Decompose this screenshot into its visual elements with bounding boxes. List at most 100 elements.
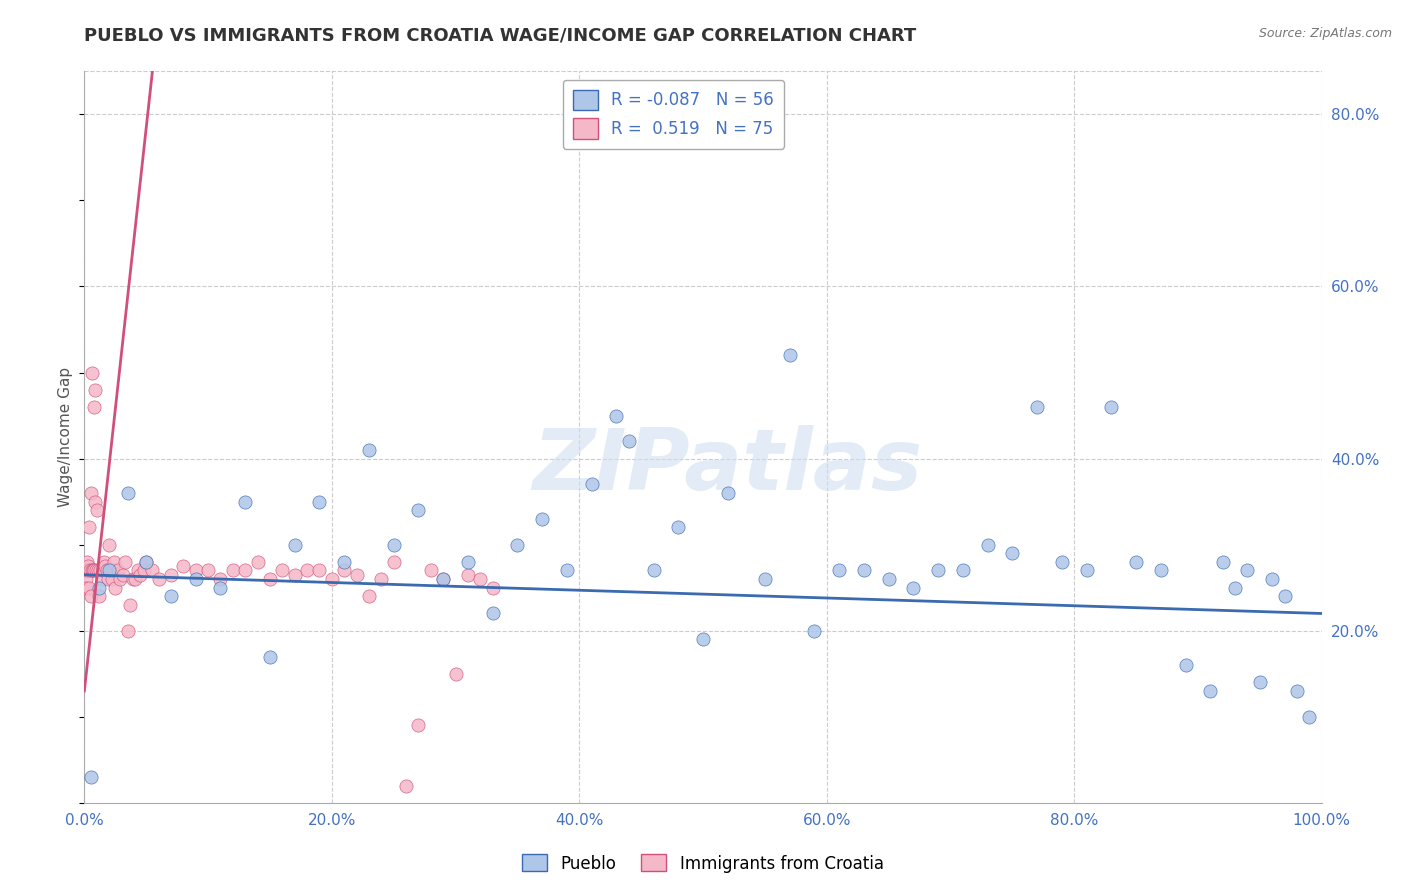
Point [308,564,330,578]
Point [104,581,127,595]
Point [976,538,998,552]
Point [357,589,380,603]
Point [852,564,875,578]
Point [1249,675,1271,690]
Point [209,581,232,595]
Point [160,567,183,582]
Point [93,555,115,569]
Point [209,572,232,586]
Point [117,624,139,638]
Point [1298,710,1320,724]
Point [828,564,851,578]
Point [1261,572,1284,586]
Point [1076,564,1098,578]
Text: PUEBLO VS IMMIGRANTS FROM CROATIA WAGE/INCOME GAP CORRELATION CHART: PUEBLO VS IMMIGRANTS FROM CROATIA WAGE/I… [84,27,917,45]
Point [357,442,380,457]
Point [395,779,418,793]
Point [97,572,120,586]
Point [111,567,134,582]
Point [101,564,124,578]
Point [82,564,104,578]
Point [90,572,112,586]
Point [77,520,100,534]
Point [132,564,155,578]
Point [135,555,157,569]
Point [124,572,146,586]
Point [271,564,294,578]
Legend: R = -0.087   N = 56, R =  0.519   N = 75: R = -0.087 N = 56, R = 0.519 N = 75 [562,79,785,149]
Point [114,555,136,569]
Point [1223,581,1246,595]
Point [1150,564,1173,578]
Point [346,567,368,582]
Point [284,538,307,552]
Point [308,494,330,508]
Text: ZIPatlas: ZIPatlas [533,425,922,508]
Text: Source: ZipAtlas.com: Source: ZipAtlas.com [1258,27,1392,40]
Point [98,564,121,578]
Point [87,564,110,578]
Point [1026,400,1049,414]
Point [77,559,100,574]
Point [259,649,281,664]
Point [121,572,143,586]
Point [184,564,207,578]
Point [333,555,356,569]
Point [692,632,714,647]
Point [457,555,479,569]
Point [83,383,105,397]
Point [666,520,689,534]
Point [83,564,105,578]
Point [84,564,107,578]
Point [903,581,925,595]
Point [1212,555,1234,569]
Point [148,572,170,586]
Point [408,718,430,732]
Point [581,477,603,491]
Point [83,400,105,414]
Point [94,559,117,574]
Point [79,564,101,578]
Point [141,564,163,578]
Point [555,564,578,578]
Point [382,555,405,569]
Point [754,572,776,586]
Point [96,564,118,578]
Point [127,564,149,578]
Point [295,564,318,578]
Point [457,567,479,582]
Point [1099,400,1122,414]
Point [432,572,454,586]
Point [1236,564,1258,578]
Point [284,567,307,582]
Point [382,538,405,552]
Point [82,564,104,578]
Point [98,538,121,552]
Point [877,572,900,586]
Point [76,564,98,578]
Point [89,581,111,595]
Point [803,624,825,638]
Point [1174,658,1197,673]
Point [222,564,245,578]
Point [89,589,111,603]
Point [643,564,665,578]
Point [927,564,949,578]
Point [1125,555,1147,569]
Point [110,572,132,586]
Point [172,559,194,574]
Point [1001,546,1024,560]
Point [233,494,256,508]
Point [408,503,430,517]
Point [89,564,111,578]
Point [197,564,219,578]
Point [184,572,207,586]
Point [470,572,492,586]
Point [444,666,467,681]
Point [117,486,139,500]
Point [952,564,974,578]
Point [321,572,343,586]
Point [233,564,256,578]
Point [91,564,114,578]
Point [120,598,142,612]
